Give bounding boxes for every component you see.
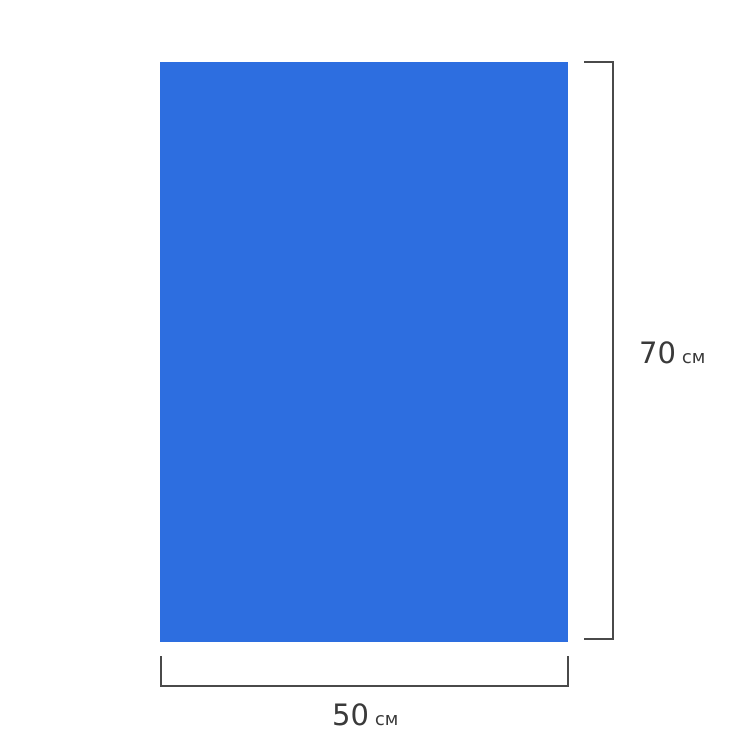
height-bracket-bottom-tick xyxy=(584,638,614,640)
width-bracket-right-tick xyxy=(567,656,569,687)
height-label: 70 см xyxy=(639,336,705,370)
height-bracket-line xyxy=(612,61,614,640)
width-label: 50 см xyxy=(332,698,398,732)
height-unit: см xyxy=(681,347,706,368)
height-value: 70 xyxy=(639,336,676,370)
width-bracket-left-tick xyxy=(160,656,162,687)
height-bracket-top-tick xyxy=(584,61,614,63)
width-bracket-line xyxy=(160,685,569,687)
width-unit: см xyxy=(374,709,399,730)
width-value: 50 xyxy=(332,698,369,732)
blue-sheet xyxy=(160,62,568,642)
